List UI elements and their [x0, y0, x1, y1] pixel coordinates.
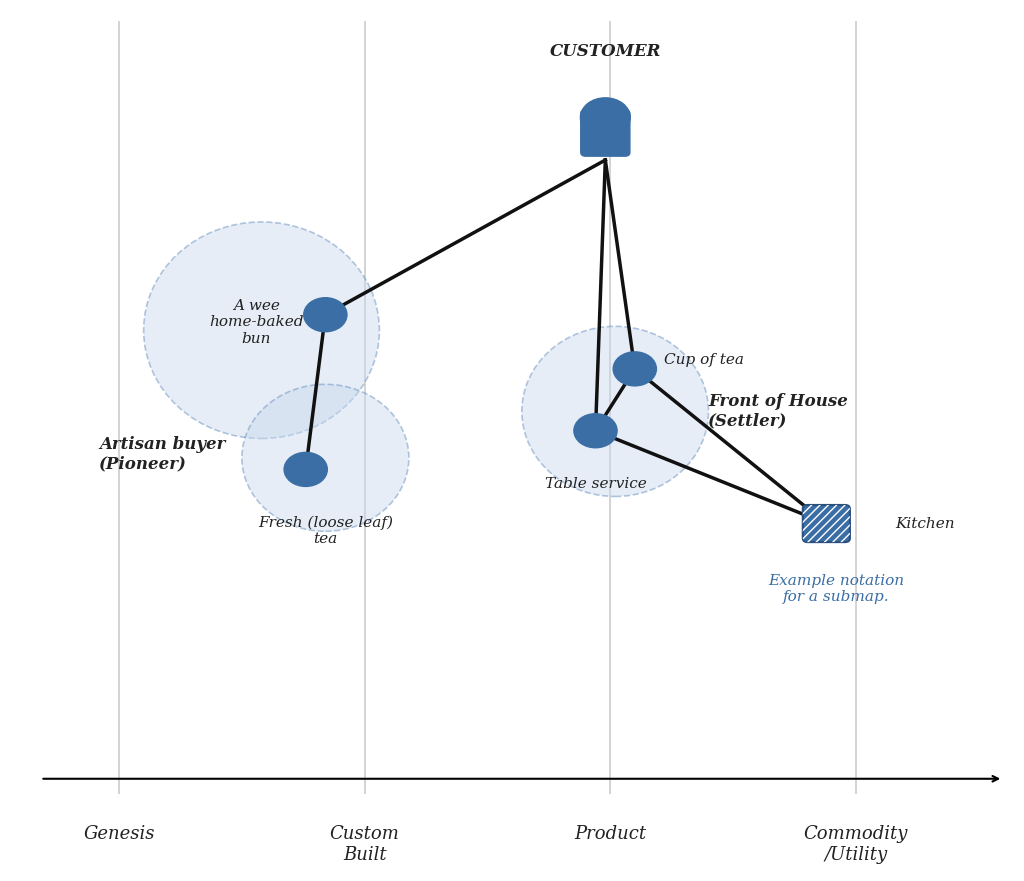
Text: Example notation
for a submap.: Example notation for a submap.	[768, 574, 904, 604]
Text: Table service: Table service	[545, 478, 646, 491]
Text: A wee
home-baked
bun: A wee home-baked bun	[209, 300, 304, 345]
FancyBboxPatch shape	[581, 110, 630, 156]
Text: Commodity
/Utility: Commodity /Utility	[804, 825, 908, 864]
Circle shape	[573, 414, 617, 448]
Text: Cup of tea: Cup of tea	[664, 353, 743, 367]
Text: Genesis: Genesis	[83, 825, 155, 843]
Circle shape	[304, 298, 347, 332]
Text: Fresh (loose leaf)
tea: Fresh (loose leaf) tea	[258, 515, 393, 546]
Text: Product: Product	[574, 825, 646, 843]
Text: Front of House
(Settler): Front of House (Settler)	[709, 393, 848, 430]
Text: Custom
Built: Custom Built	[330, 825, 399, 864]
Text: Kitchen: Kitchen	[895, 516, 954, 530]
Ellipse shape	[143, 222, 379, 439]
FancyBboxPatch shape	[803, 505, 850, 542]
Circle shape	[613, 352, 656, 386]
Text: Artisan buyer
(Pioneer): Artisan buyer (Pioneer)	[99, 435, 226, 472]
Ellipse shape	[522, 326, 709, 497]
Circle shape	[581, 98, 630, 137]
Ellipse shape	[242, 384, 409, 531]
Circle shape	[284, 452, 328, 486]
Text: CUSTOMER: CUSTOMER	[550, 42, 662, 60]
